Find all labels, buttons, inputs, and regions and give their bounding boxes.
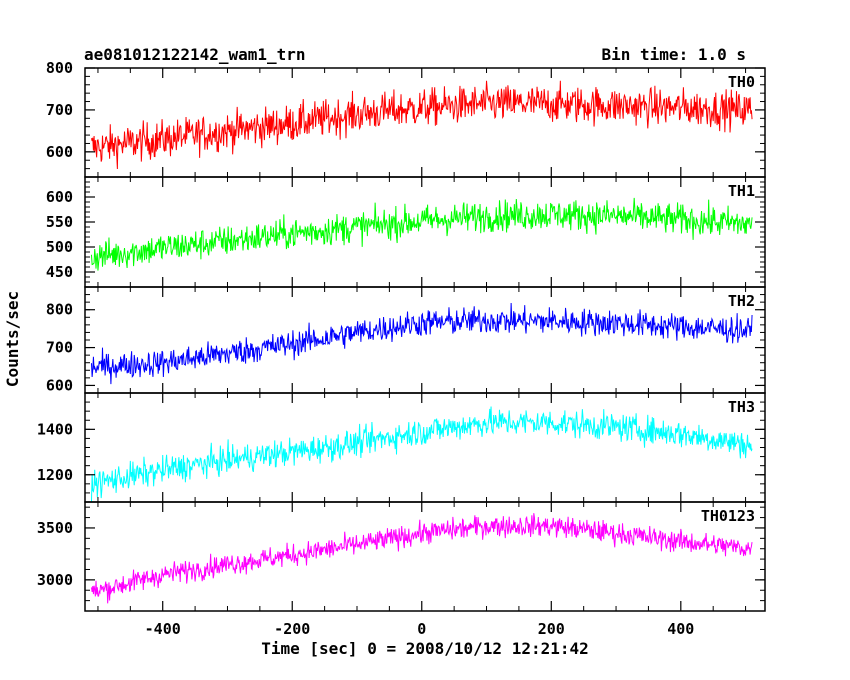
y-tick-label: 3500	[37, 519, 73, 537]
x-tick-label: 400	[667, 620, 694, 638]
panel-frame-th1	[84, 176, 766, 288]
y-tick-label: 600	[46, 376, 73, 394]
series-line-th3	[90, 406, 753, 502]
series-line-th2	[90, 302, 753, 385]
x-tick-label: -200	[274, 620, 310, 638]
panel-frame-th0123	[84, 501, 766, 612]
y-tick-label: 450	[46, 263, 73, 281]
chart-subtitle: Bin time: 1.0 s	[602, 45, 747, 64]
y-tick-label: 550	[46, 213, 73, 231]
series-line-th0123	[90, 513, 753, 604]
y-tick-label: 3000	[37, 571, 73, 589]
y-tick-label: 800	[46, 301, 73, 319]
series-line-th0	[90, 80, 753, 170]
series-line-th1	[90, 197, 753, 271]
y-tick-label: 700	[46, 101, 73, 119]
y-tick-label: 500	[46, 238, 73, 256]
chart-title: ae081012122142_wam1_trn	[84, 45, 306, 64]
y-tick-label: 1200	[37, 466, 73, 484]
y-tick-label: 600	[46, 188, 73, 206]
panel-label-th1: TH1	[728, 182, 755, 200]
x-tick-label: -400	[145, 620, 181, 638]
panel-frame-th2	[84, 286, 766, 394]
x-axis-label: Time [sec] 0 = 2008/10/12 12:21:42	[261, 639, 589, 658]
panels-group: 600 700 800 TH0 450 500 550 600 TH1 600 700 800 TH2 1…	[37, 59, 766, 638]
panel-frame-th3	[84, 392, 766, 503]
x-tick-label: 200	[538, 620, 565, 638]
y-tick-label: 800	[46, 59, 73, 77]
panel-label-th0: TH0	[728, 73, 755, 91]
panel-label-th0123: TH0123	[701, 507, 755, 525]
y-tick-label: 700	[46, 339, 73, 357]
y-axis-label: Counts/sec	[3, 291, 22, 387]
y-tick-label: 600	[46, 143, 73, 161]
panel-label-th2: TH2	[728, 292, 755, 310]
panel-label-th3: TH3	[728, 398, 755, 416]
y-tick-label: 1400	[37, 420, 73, 438]
x-tick-label: 0	[417, 620, 426, 638]
